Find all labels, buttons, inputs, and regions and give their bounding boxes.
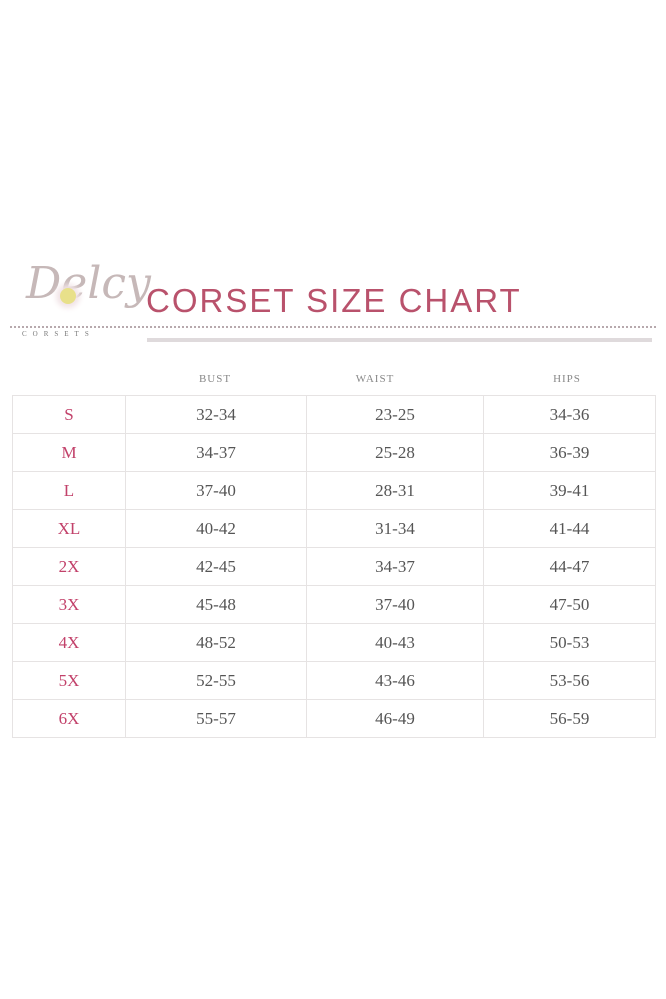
- table-row: 4X 48-52 40-43 50-53: [12, 623, 656, 662]
- hips-value: 34-36: [483, 395, 656, 434]
- bust-value: 45-48: [125, 585, 307, 624]
- size-label: 2X: [12, 547, 126, 586]
- hips-value: 56-59: [483, 699, 656, 738]
- bust-value: 37-40: [125, 471, 307, 510]
- hips-value: 39-41: [483, 471, 656, 510]
- size-label: S: [12, 395, 126, 434]
- size-table: S 32-34 23-25 34-36 M 34-37 25-28 36-39 L 37-40 28…: [12, 395, 656, 738]
- logo-script: Delcy: [26, 258, 151, 309]
- table-row: 3X 45-48 37-40 47-50: [12, 585, 656, 624]
- hips-value: 36-39: [483, 433, 656, 472]
- header-hips: HIPS: [553, 373, 581, 385]
- table-row: 2X 42-45 34-37 44-47: [12, 547, 656, 586]
- waist-value: 37-40: [306, 585, 484, 624]
- logo-subtitle: CORSETS: [22, 330, 95, 338]
- bust-value: 40-42: [125, 509, 307, 548]
- bust-value: 42-45: [125, 547, 307, 586]
- waist-value: 34-37: [306, 547, 484, 586]
- waist-value: 23-25: [306, 395, 484, 434]
- page-title: CORSET SIZE CHART: [146, 282, 522, 319]
- size-label: 3X: [12, 585, 126, 624]
- size-label: L: [12, 471, 126, 510]
- waist-value: 43-46: [306, 661, 484, 700]
- size-label: 6X: [12, 699, 126, 738]
- table-row: M 34-37 25-28 36-39: [12, 433, 656, 472]
- hips-value: 53-56: [483, 661, 656, 700]
- bust-value: 55-57: [125, 699, 307, 738]
- waist-value: 40-43: [306, 623, 484, 662]
- bust-value: 32-34: [125, 395, 307, 434]
- size-label: 4X: [12, 623, 126, 662]
- header-bust: BUST: [198, 373, 232, 385]
- table-row: S 32-34 23-25 34-36: [12, 395, 656, 434]
- waist-value: 31-34: [306, 509, 484, 548]
- bust-value: 52-55: [125, 661, 307, 700]
- dotted-divider: [10, 326, 656, 328]
- table-row: XL 40-42 31-34 41-44: [12, 509, 656, 548]
- waist-value: 28-31: [306, 471, 484, 510]
- flower-icon: [60, 288, 76, 304]
- header-waist: WAIST: [355, 373, 395, 385]
- table-row: 5X 52-55 43-46 53-56: [12, 661, 656, 700]
- size-label: M: [12, 433, 126, 472]
- bust-value: 48-52: [125, 623, 307, 662]
- size-label: 5X: [12, 661, 126, 700]
- hips-value: 41-44: [483, 509, 656, 548]
- hips-value: 50-53: [483, 623, 656, 662]
- table-row: L 37-40 28-31 39-41: [12, 471, 656, 510]
- size-label: XL: [12, 509, 126, 548]
- waist-value: 46-49: [306, 699, 484, 738]
- table-row: 6X 55-57 46-49 56-59: [12, 699, 656, 738]
- measurement-note-line: [147, 338, 652, 342]
- hips-value: 47-50: [483, 585, 656, 624]
- waist-value: 25-28: [306, 433, 484, 472]
- brand-logo: Delcy CORSETS: [8, 258, 151, 343]
- bust-value: 34-37: [125, 433, 307, 472]
- hips-value: 44-47: [483, 547, 656, 586]
